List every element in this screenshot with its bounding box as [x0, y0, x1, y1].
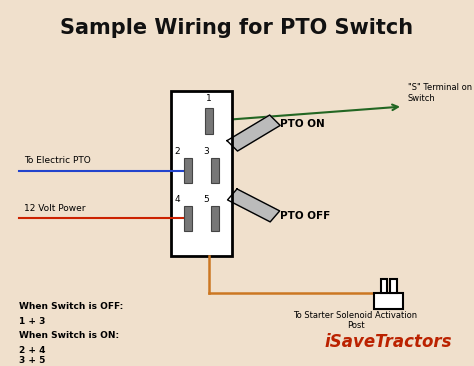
Bar: [374, 293, 403, 309]
Text: 4: 4: [175, 195, 180, 203]
Text: 1: 1: [206, 94, 212, 103]
Text: To Starter Solenoid Activation
Post: To Starter Solenoid Activation Post: [293, 311, 418, 330]
Bar: [171, 92, 232, 256]
Bar: [211, 206, 219, 231]
Text: 5: 5: [203, 195, 209, 203]
Bar: [205, 108, 213, 134]
Bar: [381, 279, 388, 293]
Text: When Switch is OFF:: When Switch is OFF:: [19, 302, 123, 311]
Bar: [184, 206, 191, 231]
Text: Sample Wiring for PTO Switch: Sample Wiring for PTO Switch: [61, 18, 413, 38]
Text: PTO OFF: PTO OFF: [280, 212, 330, 221]
Text: 12 Volt Power: 12 Volt Power: [24, 204, 85, 213]
Bar: [184, 158, 191, 183]
Polygon shape: [227, 115, 280, 151]
Text: 2: 2: [175, 147, 180, 156]
Text: 1 + 3: 1 + 3: [19, 317, 46, 326]
Polygon shape: [228, 189, 280, 222]
Text: 3: 3: [203, 147, 209, 156]
Bar: [390, 279, 396, 293]
Text: To Electric PTO: To Electric PTO: [24, 156, 91, 165]
Text: iSaveTractors: iSaveTractors: [325, 333, 452, 351]
Bar: [211, 158, 219, 183]
Text: 2 + 4
3 + 5: 2 + 4 3 + 5: [19, 346, 46, 365]
Text: PTO ON: PTO ON: [280, 119, 324, 129]
Text: When Switch is ON:: When Switch is ON:: [19, 331, 119, 340]
Text: "S" Terminal on Key
Switch: "S" Terminal on Key Switch: [408, 83, 474, 103]
